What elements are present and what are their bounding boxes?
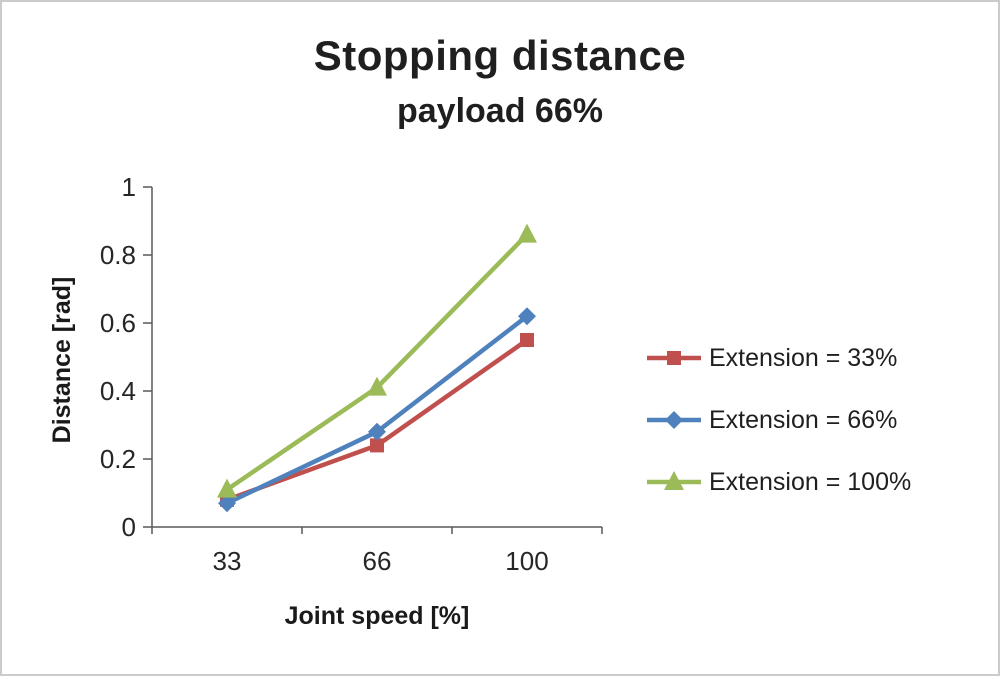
x-axis-title: Joint speed [%] xyxy=(285,602,470,630)
series-line-1 xyxy=(226,314,529,506)
diamond-marker-icon xyxy=(665,411,683,429)
triangle-marker-icon xyxy=(367,376,387,396)
y-tick-label: 0.6 xyxy=(100,308,136,338)
chart-title: Stopping distance xyxy=(313,32,687,79)
chart-subtitle: payload 66% xyxy=(397,92,603,130)
y-tick-label: 0 xyxy=(122,512,136,542)
plot-layer: 0 0.2 0.4 0.6 0.8 1 33 66 100 xyxy=(100,172,603,576)
triangle-marker-icon xyxy=(217,478,237,498)
y-axis-title: Distance [rad] xyxy=(48,277,76,444)
legend-sample-icon xyxy=(647,351,701,365)
square-marker-icon xyxy=(520,333,534,347)
legend-label: Extension = 100% xyxy=(709,467,912,496)
legend-item: Extension = 33% xyxy=(647,340,911,376)
legend-item: Extension = 100% xyxy=(647,464,911,500)
legend-label: Extension = 66% xyxy=(709,405,898,434)
y-tick-label: 0.4 xyxy=(100,376,136,406)
square-marker-icon xyxy=(667,351,681,365)
diamond-marker-icon xyxy=(368,422,386,441)
square-marker-icon xyxy=(370,438,384,453)
diamond-marker-icon xyxy=(218,494,236,513)
diamond-marker-icon xyxy=(518,307,536,326)
legend-sample-icon xyxy=(647,471,701,490)
triangle-marker-icon xyxy=(517,223,537,243)
y-tick-label: 0.8 xyxy=(100,240,136,270)
series-line-0 xyxy=(226,338,529,502)
legend-label: Extension = 33% xyxy=(709,343,898,372)
x-tick-label: 66 xyxy=(363,546,392,576)
legend-item: Extension = 66% xyxy=(647,402,911,438)
legend: Extension = 33% Extension = 66% Extension … xyxy=(647,340,911,500)
y-tick-label: 0.2 xyxy=(100,444,136,474)
y-tick-label: 1 xyxy=(122,172,136,202)
triangle-marker-icon xyxy=(664,471,684,490)
x-tick-label: 33 xyxy=(213,546,242,576)
legend-sample-icon xyxy=(647,411,701,429)
x-tick-label: 100 xyxy=(505,546,548,576)
